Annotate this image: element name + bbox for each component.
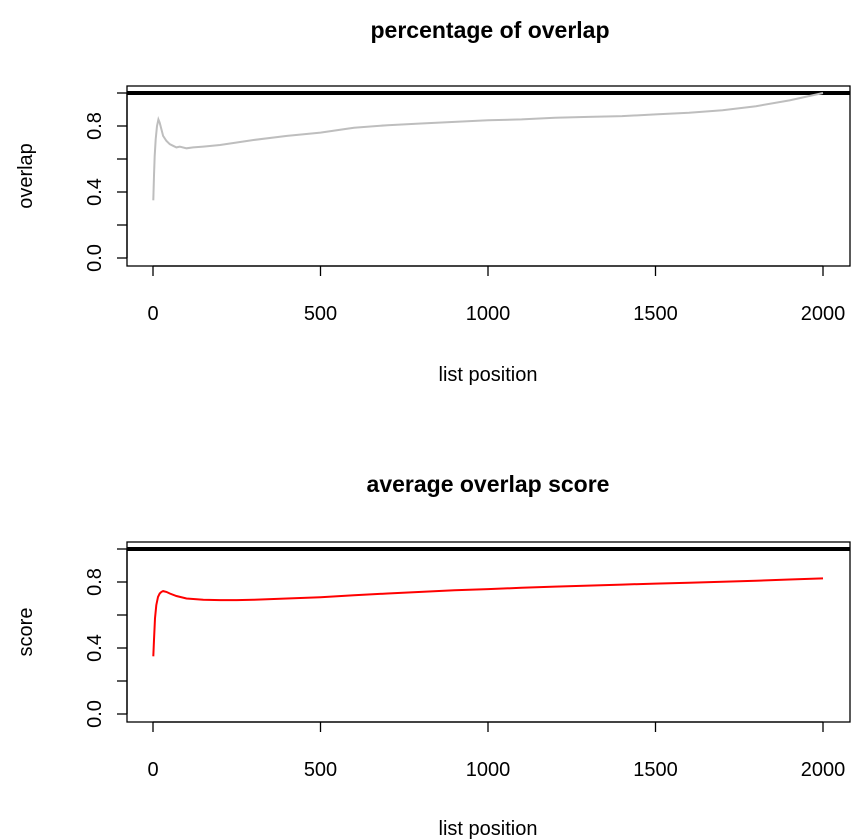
- plot-frame: [126, 85, 851, 267]
- plot-frame: [126, 541, 851, 723]
- y-tick-label: 0.8: [84, 568, 106, 596]
- series-line-score: [152, 577, 824, 657]
- y-axis: 0.0 0.4 0.8: [84, 548, 128, 728]
- y-tick-label: 0.0: [84, 244, 106, 272]
- y-axis-label: score: [15, 608, 37, 657]
- x-tick-label: 500: [304, 759, 337, 781]
- x-axis: 0 500 1000 1500 2000: [147, 721, 846, 781]
- x-tick-label: 1500: [633, 759, 678, 781]
- x-tick-label: 0: [147, 759, 158, 781]
- x-tick-label: 500: [304, 303, 337, 325]
- y-tick-label: 0.4: [84, 178, 106, 206]
- chart-title: percentage of overlap: [370, 17, 609, 43]
- y-tick-label: 0.0: [84, 700, 106, 728]
- x-axis-label: list position: [439, 818, 538, 840]
- chart-percentage-overlap: percentage of overlap 0 500 1000 1500 2000 0…: [15, 17, 851, 386]
- x-tick-label: 2000: [801, 303, 846, 325]
- x-tick-label: 1000: [466, 303, 511, 325]
- x-tick-label: 2000: [801, 759, 846, 781]
- series-line-overlap: [152, 92, 824, 201]
- x-tick-label: 0: [147, 303, 158, 325]
- chart-average-overlap-score: average overlap score 0 500 1000 1500 2000 0…: [15, 471, 851, 840]
- chart-title: average overlap score: [367, 471, 610, 497]
- y-tick-label: 0.8: [84, 112, 106, 140]
- y-axis: 0.0 0.4 0.8: [84, 92, 128, 272]
- x-tick-label: 1000: [466, 759, 511, 781]
- y-tick-label: 0.4: [84, 634, 106, 662]
- y-axis-label: overlap: [15, 143, 37, 209]
- x-axis-label: list position: [439, 364, 538, 386]
- x-tick-label: 1500: [633, 303, 678, 325]
- x-axis: 0 500 1000 1500 2000: [147, 265, 846, 325]
